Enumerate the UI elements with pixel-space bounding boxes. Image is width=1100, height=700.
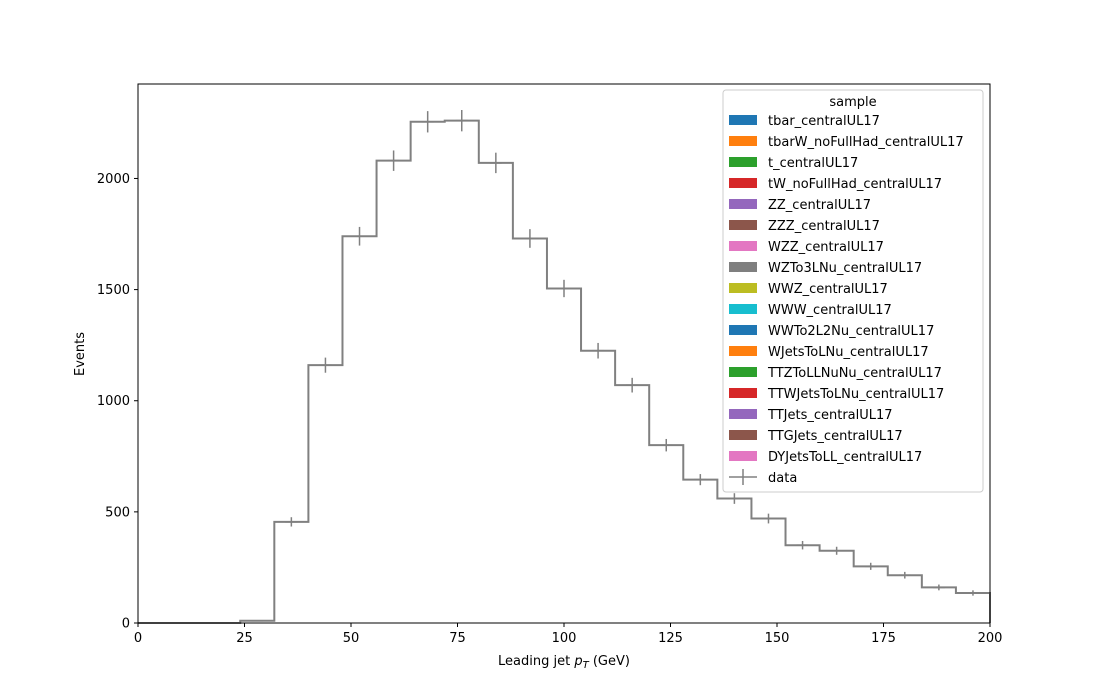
- legend-swatch: [729, 157, 757, 167]
- legend-label: ZZZ_centralUL17: [768, 219, 880, 234]
- y-tick-label: 1500: [97, 283, 130, 298]
- legend-title: sample: [829, 95, 876, 110]
- x-tick-label: 25: [236, 631, 253, 646]
- x-tick-label: 0: [134, 631, 142, 646]
- x-tick-label: 125: [658, 631, 683, 646]
- x-tick-label: 150: [765, 631, 790, 646]
- y-tick-label: 500: [105, 505, 130, 520]
- histogram-step-line: [138, 119, 991, 624]
- x-axis: 0 25 50 75 100 125 150 175 200: [134, 623, 1003, 646]
- legend-swatch: [729, 283, 757, 293]
- legend-label-data: data: [768, 471, 797, 486]
- y-tick-label: 2000: [97, 172, 130, 187]
- legend-swatch: [729, 430, 757, 440]
- legend-swatch: [729, 346, 757, 356]
- y-tick-label: 1000: [97, 394, 130, 409]
- x-tick-label: 75: [449, 631, 466, 646]
- legend-swatch: [729, 325, 757, 335]
- legend-label: TTJets_centralUL17: [767, 408, 893, 423]
- legend-label: WJetsToLNu_centralUL17: [768, 345, 929, 360]
- legend-swatch: [729, 136, 757, 146]
- legend-swatch: [729, 178, 757, 188]
- y-axis: 0 500 1000 1500 2000: [97, 172, 138, 632]
- legend-label: WZTo3LNu_centralUL17: [768, 261, 922, 276]
- legend-label: WWZ_centralUL17: [768, 282, 888, 297]
- legend-label: DYJetsToLL_centralUL17: [768, 450, 922, 465]
- legend-swatch: [729, 367, 757, 377]
- legend-label: tbarW_noFullHad_centralUL17: [768, 135, 964, 150]
- legend-swatch: [729, 220, 757, 230]
- legend-label: tbar_centralUL17: [768, 114, 880, 129]
- legend-label: tW_noFullHad_centralUL17: [768, 177, 942, 192]
- legend: sample tbar_centralUL17 tbarW_noFullHad_ce…: [722, 89, 984, 493]
- legend-swatch: [729, 304, 757, 314]
- x-tick-label: 100: [552, 631, 577, 646]
- legend-label: TTZToLLNuNu_centralUL17: [767, 366, 942, 381]
- x-tick-label: 50: [343, 631, 360, 646]
- legend-label: WZZ_centralUL17: [768, 240, 884, 255]
- legend-label: WWTo2L2Nu_centralUL17: [768, 324, 934, 339]
- y-tick-label: 0: [122, 617, 130, 632]
- legend-frame: [722, 89, 984, 493]
- y-axis-label: Events: [73, 332, 88, 376]
- x-tick-label: 175: [871, 631, 896, 646]
- legend-label: TTGJets_centralUL17: [767, 429, 903, 444]
- legend-label: t_centralUL17: [768, 156, 858, 171]
- legend-swatch: [729, 241, 757, 251]
- x-axis-label: Leading jet pT (GeV): [498, 654, 630, 671]
- legend-swatch: [729, 199, 757, 209]
- legend-label: TTWJetsToLNu_centralUL17: [767, 387, 944, 402]
- legend-swatch: [729, 451, 757, 461]
- legend-swatch: [729, 388, 757, 398]
- legend-swatch: [729, 262, 757, 272]
- legend-label: WWW_centralUL17: [768, 303, 892, 318]
- legend-swatch: [729, 115, 757, 125]
- legend-swatch: [729, 409, 757, 419]
- legend-label: ZZ_centralUL17: [768, 198, 871, 213]
- plot-area: [137, 83, 991, 624]
- x-tick-label: 200: [978, 631, 1003, 646]
